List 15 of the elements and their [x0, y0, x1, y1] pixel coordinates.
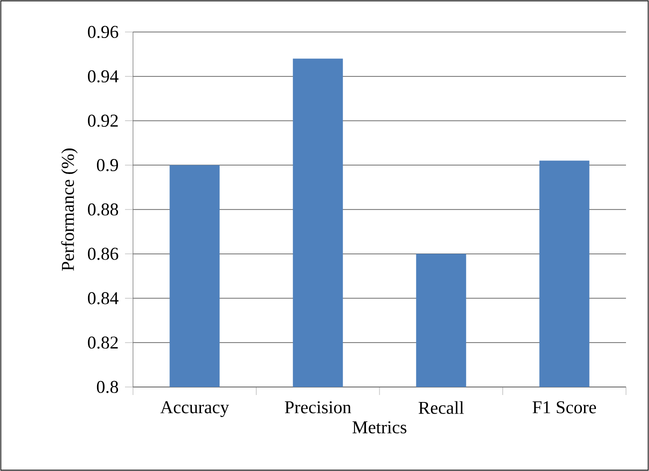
y-tick-label: 0.8	[96, 380, 118, 394]
x-tick-label: Recall	[418, 401, 464, 414]
x-tick-label: Accuracy	[160, 401, 230, 418]
y-tick-label: 0.9	[96, 158, 118, 172]
y-tick-label: 0.82	[88, 336, 118, 349]
x-axis-title: Metrics	[352, 421, 406, 434]
y-tick-label: 0.84	[88, 292, 118, 304]
y-axis-title: Performance (%)	[61, 148, 78, 271]
y-tick-label: 0.96	[88, 26, 118, 38]
y-tick-label: 0.92	[88, 114, 118, 127]
y-tick-label: 0.94	[88, 70, 118, 82]
x-tick-label: F1 Score	[532, 401, 596, 414]
y-tick-label: 0.88	[88, 203, 118, 216]
y-tick-label: 0.86	[88, 248, 118, 260]
x-tick-label: Precision	[284, 401, 352, 414]
